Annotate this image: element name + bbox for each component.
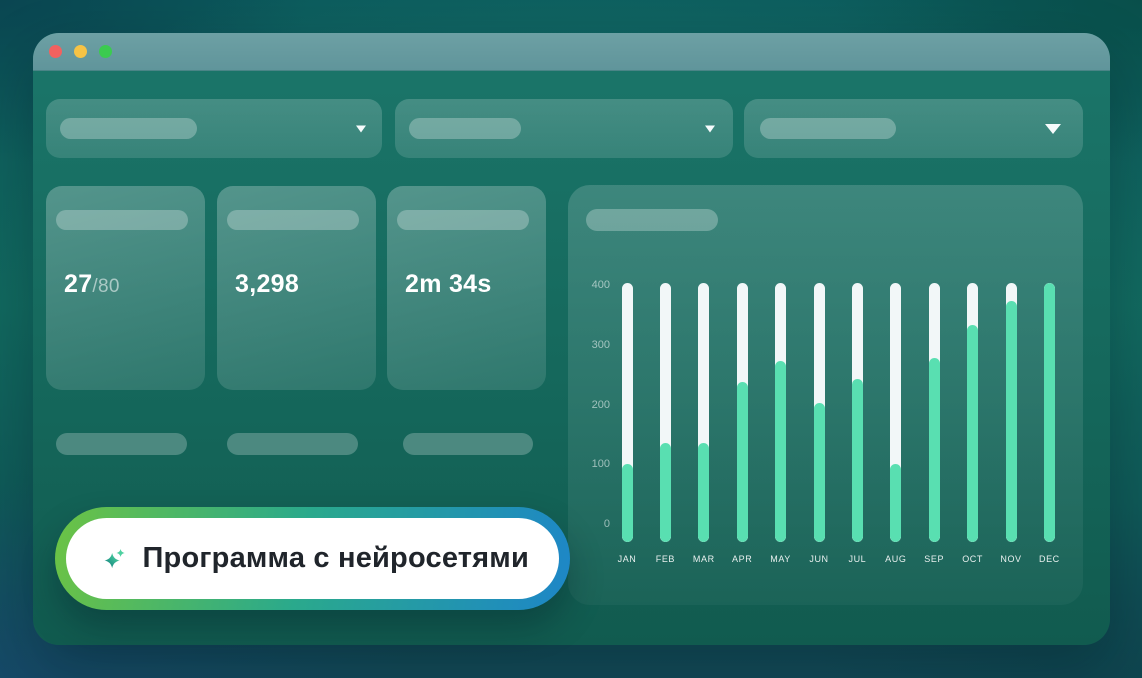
chart-bar-fill-nov bbox=[1005, 301, 1017, 542]
chart-bar-track-aug bbox=[890, 283, 902, 542]
chart-bar-fill-apr bbox=[736, 382, 748, 542]
stat-card-2: 3,298 bbox=[217, 186, 376, 390]
close-window-button[interactable] bbox=[49, 45, 62, 58]
x-axis-month-label: AUG bbox=[885, 554, 907, 564]
badge-label: Программа с нейросетями bbox=[142, 542, 529, 574]
chart-bar-fill-jan bbox=[621, 464, 633, 542]
stat-card-1: 27/80 bbox=[46, 186, 205, 390]
y-axis-tick-label: 100 bbox=[591, 458, 610, 470]
window-titlebar bbox=[33, 33, 1110, 71]
ai-program-badge-inner: Программа с нейросетями bbox=[66, 518, 559, 599]
x-axis-month-label: JUL bbox=[848, 554, 867, 564]
chart-bar-fill-aug bbox=[890, 464, 902, 542]
chart-bar-track-sep bbox=[928, 283, 940, 542]
app-window: 27/80 3,298 2m 34s 400 300 200 100 0 JAN FEB MA… bbox=[33, 33, 1110, 645]
x-axis-month-label: FEB bbox=[655, 554, 676, 564]
filter-dropdown-2[interactable] bbox=[395, 99, 733, 158]
placeholder-pill-3 bbox=[403, 433, 533, 455]
chart-bar-track-jun bbox=[813, 283, 825, 542]
chart-bar-track-jul bbox=[851, 283, 863, 542]
chart-bar-fill-dec bbox=[1043, 283, 1055, 542]
chart-bar-track-nov bbox=[1005, 283, 1017, 542]
chart-bar-fill-sep bbox=[928, 358, 940, 542]
stat-value: 2m 34s bbox=[405, 270, 492, 298]
stat-title-placeholder bbox=[56, 210, 188, 230]
sparkle-icon bbox=[104, 548, 125, 569]
chart-bar-track-mar bbox=[698, 283, 710, 542]
chart-bar-fill-feb bbox=[659, 443, 671, 542]
chart-bar-track-oct bbox=[967, 283, 979, 542]
y-axis-tick-label: 200 bbox=[591, 399, 610, 411]
stat-value: 3,298 bbox=[235, 270, 300, 298]
placeholder-pill-1 bbox=[56, 433, 187, 455]
y-axis-tick-label: 300 bbox=[591, 339, 610, 351]
chevron-down-icon bbox=[1045, 123, 1061, 134]
chart-bar-fill-may bbox=[775, 361, 787, 542]
ai-program-badge[interactable]: Программа с нейросетями bbox=[55, 507, 570, 610]
y-axis-tick-label: 400 bbox=[591, 279, 610, 291]
x-axis-month-label: NOV bbox=[1000, 554, 1022, 564]
chevron-down-icon bbox=[705, 125, 715, 132]
chart-bar-track-may bbox=[775, 283, 787, 542]
filter-dropdown-1[interactable] bbox=[46, 99, 382, 158]
x-axis-month-label: JUN bbox=[809, 554, 829, 564]
chart-title-placeholder bbox=[586, 209, 718, 231]
chevron-down-icon bbox=[356, 125, 366, 132]
dropdown-placeholder-text bbox=[760, 118, 896, 139]
stat-value: 27/80 bbox=[64, 270, 120, 298]
chart-panel: 400 300 200 100 0 JAN FEB MAR APR MAY JUN JUL AUG SEP… bbox=[568, 185, 1083, 605]
stat-title-placeholder bbox=[227, 210, 359, 230]
dropdown-placeholder-text bbox=[409, 118, 521, 139]
chart-bar-track-feb bbox=[659, 283, 671, 542]
chart-bar-track-dec bbox=[1043, 283, 1055, 542]
x-axis-month-label: MAY bbox=[770, 554, 791, 564]
chart-bar-track-jan bbox=[621, 283, 633, 542]
stat-title-placeholder bbox=[397, 210, 529, 230]
x-axis-month-label: OCT bbox=[962, 554, 983, 564]
zoom-window-button[interactable] bbox=[99, 45, 112, 58]
filter-dropdown-3[interactable] bbox=[744, 99, 1083, 158]
chart-bar-fill-jun bbox=[813, 403, 825, 542]
y-axis-tick-label: 0 bbox=[603, 518, 610, 530]
chart-bar-fill-oct bbox=[967, 325, 979, 542]
x-axis-month-label: APR bbox=[732, 554, 753, 564]
chart-bar-fill-mar bbox=[698, 443, 710, 542]
minimize-window-button[interactable] bbox=[74, 45, 87, 58]
placeholder-pill-2 bbox=[227, 433, 358, 455]
dropdown-placeholder-text bbox=[60, 118, 197, 139]
stat-value-suffix: /80 bbox=[92, 276, 120, 297]
x-axis-month-label: DEC bbox=[1038, 554, 1060, 564]
chart-bar-fill-jul bbox=[851, 379, 863, 542]
x-axis-month-label: SEP bbox=[924, 554, 945, 564]
stat-card-3: 2m 34s bbox=[387, 186, 546, 390]
chart-bar-track-apr bbox=[736, 283, 748, 542]
x-axis-month-label: JAN bbox=[617, 554, 637, 564]
x-axis-month-label: MAR bbox=[692, 554, 715, 564]
